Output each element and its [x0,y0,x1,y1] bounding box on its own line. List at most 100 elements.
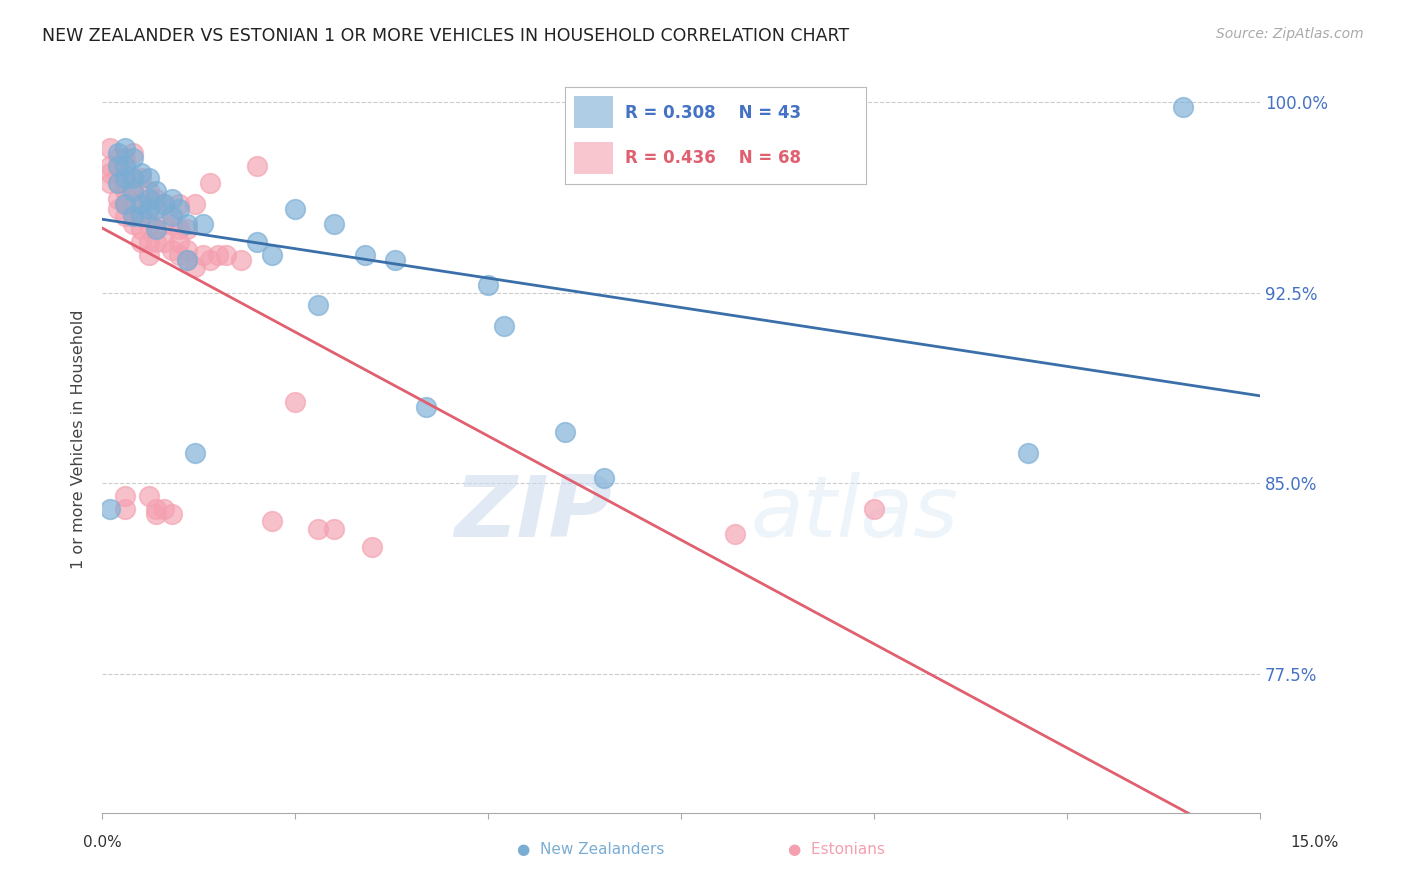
Point [98,501,121,516]
Point [138,202,160,216]
Point [98,166,121,180]
Point [129,210,152,224]
Point [153,217,176,231]
Point [138,235,160,249]
Point [114,141,136,155]
Point [863,501,886,516]
Point [160,243,183,257]
Text: 0.0%: 0.0% [83,836,122,850]
Point [145,184,167,198]
Point [169,235,191,249]
Point [307,298,329,312]
Point [114,210,136,224]
Point [122,196,145,211]
Point [107,177,129,191]
Point [184,196,207,211]
Point [184,446,207,460]
Point [184,260,207,275]
Point [129,192,152,206]
Point [122,210,145,224]
Point [322,522,344,536]
Point [114,151,136,165]
Text: NEW ZEALANDER VS ESTONIAN 1 OR MORE VEHICLES IN HOUSEHOLD CORRELATION CHART: NEW ZEALANDER VS ESTONIAN 1 OR MORE VEHI… [42,27,849,45]
Point [231,252,253,267]
Point [145,507,167,521]
Point [138,184,160,198]
Point [260,514,283,528]
Point [145,202,167,216]
Point [107,192,129,206]
Point [307,522,329,536]
Point [138,202,160,216]
Point [122,184,145,198]
Point [145,222,167,236]
Point [477,278,499,293]
Point [176,217,198,231]
Point [169,247,191,261]
Point [122,210,145,224]
Point [284,202,307,216]
Point [1017,446,1039,460]
Point [176,243,198,257]
Point [153,196,176,211]
Point [114,196,136,211]
Point [169,222,191,236]
Point [114,489,136,503]
Point [1171,100,1194,114]
Point [114,196,136,211]
Point [724,527,747,541]
Point [129,235,152,249]
Point [207,247,229,261]
Point [176,252,198,267]
Point [107,177,129,191]
Point [200,177,222,191]
Point [245,159,267,173]
Point [353,247,375,261]
Point [98,141,121,155]
Point [98,159,121,173]
Point [554,425,576,440]
Point [191,247,214,261]
Point [138,192,160,206]
Point [169,202,191,216]
Point [129,196,152,211]
Point [138,217,160,231]
Point [114,171,136,186]
Point [129,171,152,186]
Point [122,171,145,186]
Point [176,222,198,236]
Text: ●  New Zealanders: ● New Zealanders [517,842,664,856]
Point [384,252,406,267]
Point [122,171,145,186]
Point [169,196,191,211]
Point [114,184,136,198]
Point [415,400,437,414]
Text: ●  Estonians: ● Estonians [789,842,884,856]
Point [107,159,129,173]
Point [114,159,136,173]
Point [122,184,145,198]
Point [145,235,167,249]
Point [138,247,160,261]
Point [200,252,222,267]
Point [260,247,283,261]
Point [107,202,129,216]
Point [114,501,136,516]
Text: atlas: atlas [751,472,959,555]
Point [145,192,167,206]
Text: 15.0%: 15.0% [1291,836,1339,850]
Point [122,151,145,165]
Point [245,235,267,249]
Point [138,489,160,503]
Point [107,145,129,160]
Point [145,222,167,236]
Point [215,247,238,261]
Point [98,177,121,191]
Point [160,210,183,224]
Text: ZIP: ZIP [454,472,612,555]
Point [160,507,183,521]
Point [191,217,214,231]
Point [153,196,176,211]
Point [107,151,129,165]
Point [153,235,176,249]
